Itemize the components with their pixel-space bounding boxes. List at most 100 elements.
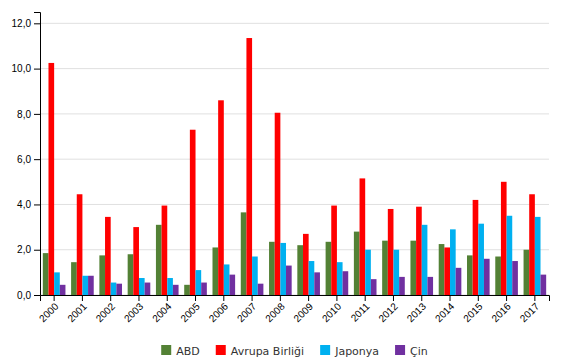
bar [467,255,473,295]
legend: ABD Avrupa Birliği Japonya Çin [161,345,428,358]
bar [196,270,202,295]
bar [495,257,501,295]
x-tick: 2011 [349,295,372,324]
bar [478,224,484,295]
bar [133,227,139,295]
bar [128,254,134,295]
bar [331,206,337,295]
x-tick: 2015 [461,295,485,324]
x-tick: 2003 [122,295,146,324]
bars [43,38,546,295]
y-tick: 10,0 [12,63,40,74]
y-tick-mark [34,204,40,205]
bar [116,284,122,295]
bar [535,217,541,295]
x-tick-label: 2011 [349,300,372,323]
x-tick: 2016 [489,295,513,324]
x-tick: 2007 [235,295,259,324]
bar [337,262,343,295]
bar [111,283,117,295]
x-tick: 2002 [94,295,118,324]
x-tick-mark [223,295,224,301]
bar [105,217,111,295]
bar [280,243,286,295]
bar [201,283,207,295]
bar [541,275,547,295]
bar [48,63,54,295]
bar [343,271,349,295]
y-tick-mark [34,159,40,160]
x-tick-label: 2016 [489,300,513,324]
bar [71,262,77,295]
legend-label: Avrupa Birliği [231,345,304,358]
bar [326,242,332,295]
x-tick: 2001 [65,295,89,324]
legend-swatch [216,345,226,355]
legend-item: ABD [161,345,200,358]
x-tick-label: 2015 [461,300,485,324]
x-tick-mark [365,295,366,301]
bar [99,255,105,295]
bar [524,250,530,295]
x-tick: 2004 [150,295,174,324]
x-tick-mark [534,295,535,301]
x-tick: 2008 [263,295,287,324]
grid [40,23,549,295]
x-tick-label: 2004 [150,300,174,324]
series [54,216,540,295]
y-tick-label: 0,0 [17,290,31,301]
x-tick: 2009 [291,295,315,324]
bar [82,276,88,295]
bar [393,250,399,295]
bar [309,261,315,295]
bar [365,250,371,295]
bar [156,225,162,295]
grid-line [40,113,549,114]
bar [529,194,535,295]
y-axis: 0,02,04,06,08,010,012,0 [12,13,41,301]
bar [450,229,456,295]
bar [145,283,151,295]
bar [43,253,49,295]
legend-item: Japonya [320,345,379,358]
bar [162,206,168,295]
x-tick-mark [450,295,451,301]
bar [269,242,275,295]
legend-label: Çin [410,345,428,358]
bar [427,277,433,295]
bar [410,241,416,295]
y-axis-line [34,13,41,296]
x-tick: 2005 [178,295,202,324]
bar [88,276,94,295]
x-tick-mark [478,295,479,301]
bar [167,278,173,295]
x-axis: 2000200120022003200420052006200720082009… [37,295,550,324]
x-tick-label: 2017 [518,300,542,324]
y-tick-mark [34,23,40,24]
bar [54,272,60,295]
bar [77,194,83,295]
legend-item: Çin [395,345,428,358]
bar [212,247,218,295]
chart: 0,02,04,06,08,010,012,020002001200220032… [0,0,561,363]
y-tick: 4,0 [17,199,40,210]
x-tick-label: 2010 [320,300,344,324]
x-tick-mark [252,295,253,301]
series [60,259,546,295]
bar [275,113,281,295]
legend-label: ABD [176,345,200,358]
x-tick-label: 2007 [235,300,259,324]
bar [507,216,513,295]
x-tick-label: 2008 [263,300,287,324]
series [48,38,534,295]
y-tick: 2,0 [17,244,40,255]
x-tick-mark [421,295,422,301]
bar [139,278,145,295]
grid-line [40,68,549,69]
x-tick: 2000 [37,295,61,324]
bar [303,234,309,295]
x-tick-mark [195,295,196,301]
bar [60,285,66,295]
x-tick-label: 2006 [207,300,231,324]
bar [218,100,224,295]
